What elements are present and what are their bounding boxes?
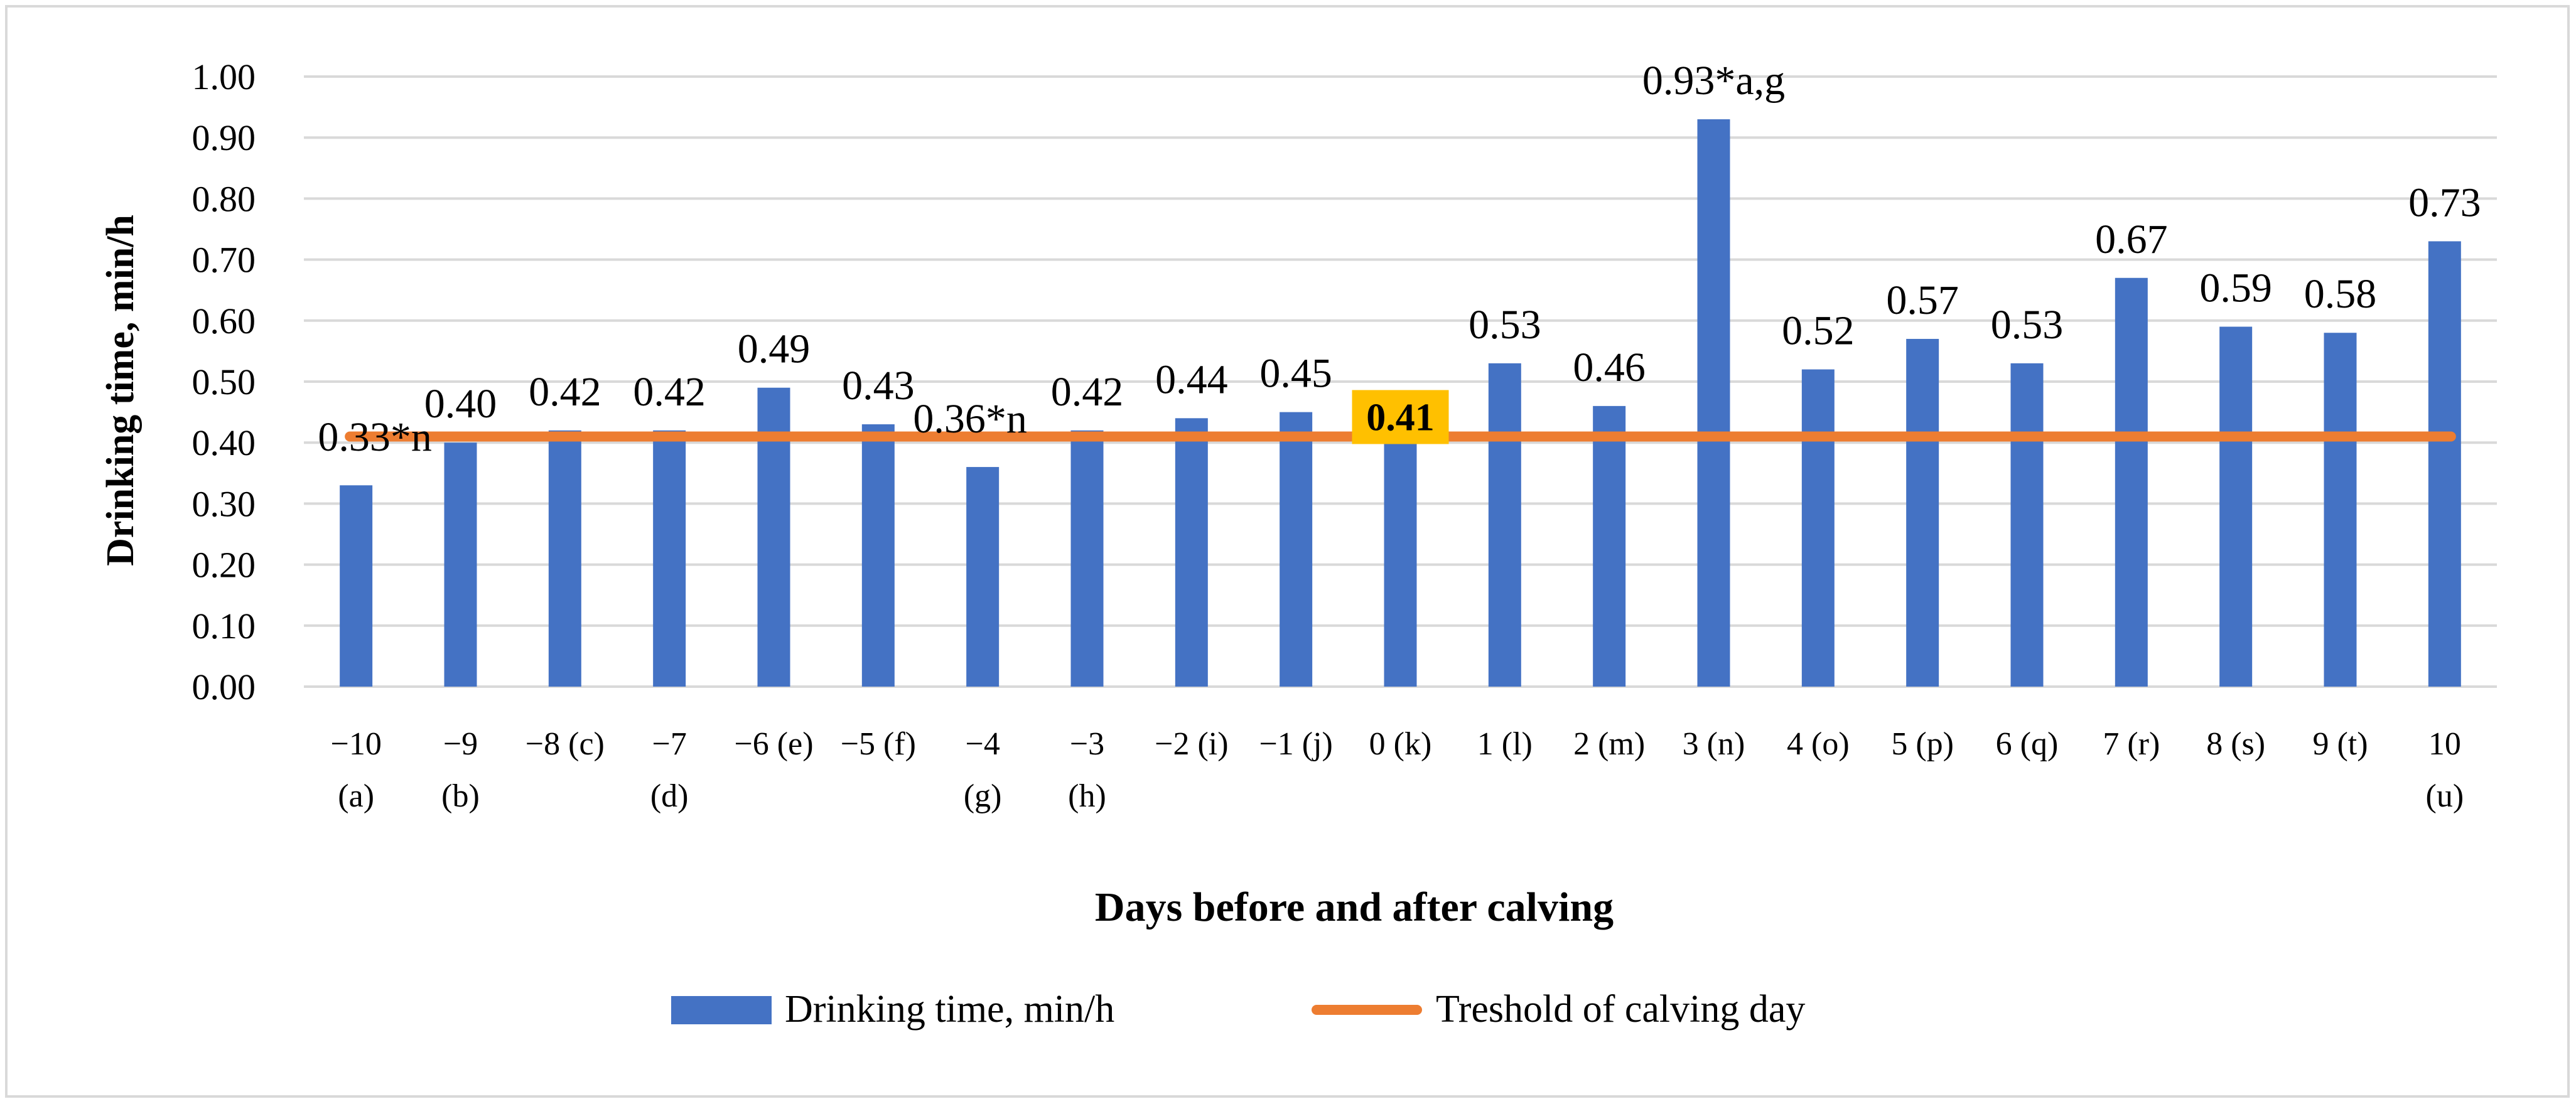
bar bbox=[1070, 430, 1104, 687]
x-tick-label: (a) bbox=[338, 778, 374, 814]
x-tick-label: 1 (l) bbox=[1477, 726, 1533, 762]
data-labels: 0.33*n0.40 0.42 0.42 0.49 0.430.36*n 0.42 0.44… bbox=[318, 58, 2481, 460]
bar bbox=[861, 424, 895, 687]
data-label: 0.57 bbox=[1886, 277, 1959, 323]
bar bbox=[966, 467, 1000, 687]
bar bbox=[1175, 418, 1208, 687]
data-label: 0.40 bbox=[424, 381, 497, 427]
bar bbox=[1801, 369, 1835, 687]
x-tick-label: −4 bbox=[966, 726, 1000, 762]
bar bbox=[2219, 326, 2253, 687]
bar bbox=[2324, 333, 2357, 687]
data-label: 0.36*n bbox=[913, 396, 1027, 442]
bars bbox=[340, 119, 2461, 687]
drinking-time-chart: 0.00 0.10 0.20 0.30 0.40 0.50 0.60 0.70 0.80 0.90… bbox=[99, 56, 2497, 1031]
data-label: 0.49 bbox=[738, 326, 811, 372]
x-tick-label: 6 (q) bbox=[1996, 726, 2059, 762]
bar bbox=[1593, 405, 1626, 687]
data-label: 0.67 bbox=[2095, 217, 2168, 262]
chart-frame: 0.00 0.10 0.20 0.30 0.40 0.50 0.60 0.70 0.80 0.90… bbox=[5, 5, 2570, 1098]
legend-label-threshold: Treshold of calving day bbox=[1436, 988, 1805, 1031]
y-tick-label: 0.60 bbox=[192, 301, 256, 341]
x-tick-label: −5 (f) bbox=[841, 726, 916, 762]
x-tick-label: (g) bbox=[964, 778, 1002, 814]
data-label: 0.73 bbox=[2408, 180, 2481, 225]
x-axis-label: Days before and after calving bbox=[1095, 884, 1614, 930]
x-tick-label: 2 (m) bbox=[1573, 726, 1645, 762]
bar bbox=[2428, 241, 2461, 687]
data-label: 0.59 bbox=[2199, 265, 2272, 311]
x-tick-label: 5 (p) bbox=[1891, 726, 1954, 762]
bar bbox=[444, 442, 477, 687]
legend-label-bars: Drinking time, min/h bbox=[785, 988, 1114, 1031]
bar bbox=[1280, 412, 1313, 687]
x-tick-label: −2 (i) bbox=[1155, 726, 1228, 762]
bar bbox=[1697, 119, 1730, 687]
data-label: 0.58 bbox=[2304, 271, 2377, 317]
x-tick-label: 10 bbox=[2428, 726, 2461, 762]
y-axis-label: Drinking time, min/h bbox=[99, 215, 142, 566]
data-label: 0.93*a,g bbox=[1642, 58, 1785, 104]
data-label: 0.43 bbox=[842, 363, 915, 409]
x-tick-label: −6 (e) bbox=[734, 726, 813, 762]
bar bbox=[1906, 338, 1939, 687]
legend: Drinking time, min/h Treshold of calving… bbox=[671, 988, 1805, 1031]
x-tick-label: (h) bbox=[1068, 778, 1106, 814]
bar bbox=[2010, 363, 2044, 687]
legend-swatch-bars bbox=[671, 996, 772, 1024]
highlight-box bbox=[1352, 390, 1449, 444]
x-tick-label: 7 (r) bbox=[2103, 726, 2160, 762]
x-tick-label: −1 (j) bbox=[1259, 726, 1332, 762]
data-label: 0.45 bbox=[1259, 351, 1332, 397]
data-label-highlight: 0.41 bbox=[1366, 396, 1435, 439]
x-tick-label: 8 (s) bbox=[2206, 726, 2265, 762]
bar bbox=[653, 430, 686, 687]
x-tick-label: (d) bbox=[650, 778, 689, 814]
data-label: 0.53 bbox=[1991, 302, 2064, 348]
y-tick-label: 0.40 bbox=[192, 422, 256, 463]
y-axis-ticks: 0.00 0.10 0.20 0.30 0.40 0.50 0.60 0.70 0.80 0.90… bbox=[192, 56, 256, 707]
data-label: 0.33*n bbox=[318, 414, 432, 460]
y-tick-label: 0.00 bbox=[192, 667, 256, 707]
bar bbox=[1384, 436, 1417, 687]
y-tick-label: 0.80 bbox=[192, 178, 256, 219]
x-axis-ticks: −10 (a) −9 (b) −8 (c) −7 (d) −6 (e) −5 (f) −4 (g) −… bbox=[331, 726, 2464, 814]
y-tick-label: 0.20 bbox=[192, 545, 256, 586]
y-tick-label: 0.50 bbox=[192, 362, 256, 402]
x-tick-label: 0 (k) bbox=[1369, 726, 1432, 762]
x-tick-label: −9 bbox=[443, 726, 478, 762]
x-tick-label: −3 bbox=[1070, 726, 1104, 762]
x-tick-label: 9 (t) bbox=[2312, 726, 2368, 762]
bar bbox=[1488, 363, 1521, 687]
y-tick-label: 0.90 bbox=[192, 117, 256, 158]
data-label: 0.42 bbox=[1051, 369, 1124, 415]
data-label: 0.46 bbox=[1573, 345, 1646, 390]
x-tick-label: (b) bbox=[441, 778, 480, 814]
y-tick-label: 0.70 bbox=[192, 240, 256, 281]
data-label: 0.53 bbox=[1469, 302, 1541, 348]
data-label: 0.42 bbox=[529, 369, 601, 415]
x-tick-label: −7 bbox=[652, 726, 687, 762]
bar bbox=[548, 430, 581, 687]
y-tick-label: 0.30 bbox=[192, 483, 256, 524]
y-tick-label: 1.00 bbox=[192, 56, 256, 97]
x-tick-label: (u) bbox=[2426, 778, 2464, 814]
x-tick-label: 3 (n) bbox=[1683, 726, 1745, 762]
data-label: 0.52 bbox=[1782, 308, 1855, 354]
x-tick-label: −8 (c) bbox=[525, 726, 605, 762]
y-tick-label: 0.10 bbox=[192, 606, 256, 646]
data-label: 0.44 bbox=[1155, 356, 1228, 402]
x-tick-label: −10 bbox=[331, 726, 382, 762]
bar bbox=[340, 485, 373, 687]
bar bbox=[2115, 277, 2148, 687]
data-label: 0.42 bbox=[633, 369, 706, 415]
x-tick-label: 4 (o) bbox=[1787, 726, 1850, 762]
